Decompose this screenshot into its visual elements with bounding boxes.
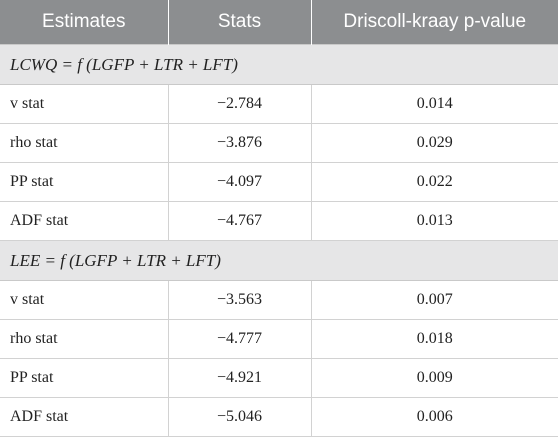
stat-cell: −3.876 — [167, 123, 311, 163]
pvalue-cell: 0.013 — [310, 201, 558, 241]
table-row: rho stat −3.876 0.029 — [0, 123, 558, 163]
stat-cell: −4.777 — [167, 319, 311, 359]
stat-cell: −4.767 — [167, 201, 311, 241]
pvalue-cell: 0.006 — [310, 397, 558, 437]
header-estimates: Estimates — [0, 0, 168, 45]
stat-cell: −3.563 — [167, 280, 311, 320]
estimate-cell: v stat — [0, 280, 168, 320]
group-title: LCWQ = f (LGFP + LTR + LFT) — [0, 44, 558, 85]
table-row: ADF stat −4.767 0.013 — [0, 201, 558, 241]
stat-cell: −4.097 — [167, 162, 311, 202]
group-title: LEE = f (LGFP + LTR + LFT) — [0, 240, 558, 281]
estimate-cell: v stat — [0, 84, 168, 124]
estimate-cell: ADF stat — [0, 201, 168, 241]
header-stats: Stats — [167, 0, 311, 45]
table-row: v stat −3.563 0.007 — [0, 280, 558, 320]
pvalue-cell: 0.018 — [310, 319, 558, 359]
table-row: PP stat −4.921 0.009 — [0, 358, 558, 398]
stat-cell: −5.046 — [167, 397, 311, 437]
stat-cell: −4.921 — [167, 358, 311, 398]
estimate-cell: rho stat — [0, 123, 168, 163]
group-row-lee: LEE = f (LGFP + LTR + LFT) — [0, 240, 558, 281]
estimate-cell: rho stat — [0, 319, 168, 359]
table-row: v stat −2.784 0.014 — [0, 84, 558, 124]
estimate-cell: ADF stat — [0, 397, 168, 437]
pvalue-cell: 0.029 — [310, 123, 558, 163]
stat-cell: −2.784 — [167, 84, 311, 124]
header-row: Estimates Stats Driscoll-kraay p-value — [0, 0, 558, 45]
estimate-cell: PP stat — [0, 162, 168, 202]
pvalue-cell: 0.009 — [310, 358, 558, 398]
pvalue-cell: 0.007 — [310, 280, 558, 320]
pvalue-cell: 0.022 — [310, 162, 558, 202]
group-row-lcwq: LCWQ = f (LGFP + LTR + LFT) — [0, 44, 558, 85]
table-row: rho stat −4.777 0.018 — [0, 319, 558, 359]
table-row: PP stat −4.097 0.022 — [0, 162, 558, 202]
estimate-cell: PP stat — [0, 358, 168, 398]
pvalue-cell: 0.014 — [310, 84, 558, 124]
table-row: ADF stat −5.046 0.006 — [0, 397, 558, 437]
header-pvalue: Driscoll-kraay p-value — [310, 0, 558, 45]
table-header: Estimates Stats Driscoll-kraay p-value — [0, 0, 558, 45]
table-body: LCWQ = f (LGFP + LTR + LFT) v stat −2.78… — [0, 44, 558, 437]
